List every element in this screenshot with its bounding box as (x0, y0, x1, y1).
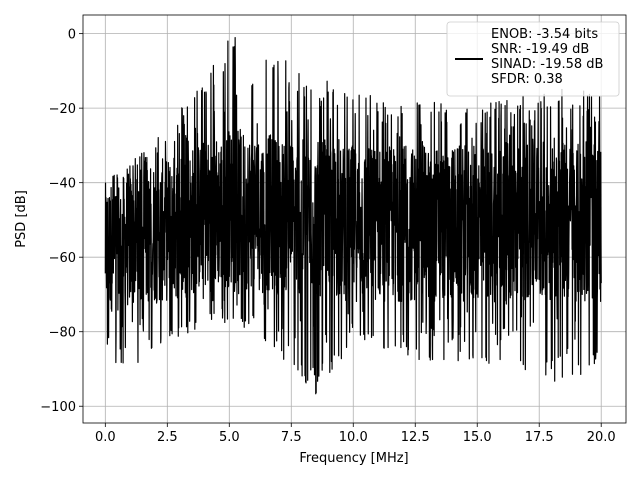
x-tick-label: 2.5 (157, 430, 178, 445)
y-axis: 0 −20 −40 −60 −80 −100 (40, 28, 83, 415)
x-tick-label: 20.0 (587, 430, 616, 445)
legend-label-line: SFDR: 0.38 (491, 72, 563, 87)
y-tick-label: 0 (68, 28, 76, 43)
legend-label-line: SNR: -19.49 dB (491, 42, 589, 57)
legend: ENOB: -3.54 bits SNR: -19.49 dB SINAD: -19… (446, 21, 620, 97)
x-tick-label: 7.5 (281, 430, 302, 445)
x-tick-label: 5.0 (219, 430, 240, 445)
legend-box (446, 21, 620, 97)
x-axis: 0.0 2.5 5.0 7.5 10.0 12.5 15.0 17.5 20.0 (95, 423, 616, 445)
legend-label-line: ENOB: -3.54 bits (491, 27, 598, 42)
plot-frame (82, 14, 627, 424)
y-tick-label: −100 (40, 400, 76, 415)
x-tick-label: 17.5 (525, 430, 554, 445)
x-tick-label: 15.0 (463, 430, 492, 445)
legend-label: ENOB: -3.54 bits SNR: -19.49 dB SINAD: -19… (491, 27, 603, 87)
x-tick-label: 0.0 (95, 430, 116, 445)
y-tick-label: −40 (49, 177, 76, 192)
legend-label-line: SINAD: -19.58 dB (491, 57, 603, 72)
y-tick-label: −80 (49, 326, 76, 341)
series-trace (104, 37, 602, 395)
y-axis-label: PSD [dB] (14, 190, 29, 248)
series-line (104, 37, 602, 395)
y-tick-label: −20 (49, 102, 76, 117)
y-tick-label: −60 (49, 251, 76, 266)
x-tick-label: 10.0 (339, 430, 368, 445)
x-axis-label: Frequency [MHz] (299, 451, 408, 466)
x-tick-label: 12.5 (401, 430, 430, 445)
